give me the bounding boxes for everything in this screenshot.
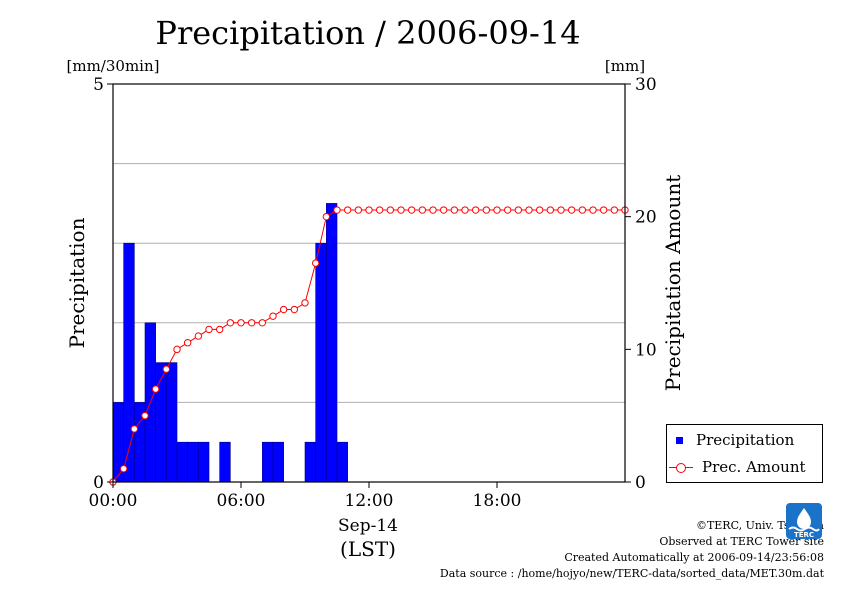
- amount-point: [375, 206, 384, 214]
- plot-frame: [112, 83, 626, 483]
- x-tick-label: 00:00: [89, 491, 138, 511]
- amount-point: [439, 206, 448, 214]
- precip-bar: [219, 441, 231, 483]
- legend-item-amount: Prec. Amount: [667, 457, 806, 477]
- amount-point: [471, 206, 480, 214]
- logo-text: TERC: [794, 531, 814, 539]
- amount-point: [279, 305, 288, 314]
- amount-point: [194, 332, 203, 340]
- right-tick-label: 10: [635, 340, 657, 360]
- amount-point: [269, 312, 277, 320]
- amount-point: [141, 411, 149, 420]
- x-axis-date: Sep-14: [338, 516, 398, 536]
- legend-label-amount: Prec. Amount: [702, 458, 806, 476]
- precip-bar: [326, 203, 338, 483]
- amount-line: [112, 209, 625, 483]
- amount-point: [578, 206, 587, 214]
- amount-point: [237, 319, 245, 327]
- amount-point: [183, 339, 192, 347]
- left-tick-label: 5: [93, 75, 104, 95]
- amount-point: [162, 365, 171, 373]
- amount-point: [599, 206, 608, 214]
- amount-point: [343, 206, 352, 214]
- precip-bar: [155, 362, 167, 483]
- amount-point: [290, 305, 299, 314]
- right-tick-label: 20: [635, 208, 657, 228]
- amount-point: [589, 206, 597, 214]
- legend-item-precipitation: Precipitation: [667, 430, 794, 450]
- amount-point: [461, 206, 469, 214]
- amount-point: [525, 206, 533, 214]
- legend-swatch-bar: [676, 436, 683, 444]
- precip-bar: [262, 441, 274, 483]
- legend-swatch-line: [669, 461, 693, 473]
- precip-bar: [272, 441, 284, 483]
- left-tick-label: 0: [93, 473, 104, 493]
- amount-point: [503, 206, 512, 214]
- amount-point: [514, 206, 523, 214]
- amount-point: [215, 325, 224, 334]
- amount-point: [429, 206, 437, 214]
- legend-label-precipitation: Precipitation: [696, 431, 795, 449]
- amount-point: [610, 206, 619, 214]
- amount-point: [567, 206, 576, 214]
- right-tick-label: 30: [635, 75, 657, 95]
- amount-point: [311, 259, 320, 267]
- amount-point: [333, 206, 341, 214]
- precip-bar: [315, 242, 327, 483]
- x-tick-label: 06:00: [217, 491, 266, 511]
- amount-point: [258, 319, 267, 327]
- left-axis-unit: [mm/30min]: [67, 57, 160, 75]
- amount-point: [226, 319, 235, 327]
- credit-source: Data source : /home/hojyo/new/TERC-data/…: [439, 567, 824, 580]
- right-tick-label: 0: [635, 473, 646, 493]
- amount-point: [247, 319, 256, 327]
- amount-point: [205, 325, 213, 334]
- precip-bar: [336, 441, 348, 483]
- credit-copyright: ©TERC, Univ. Tsukuba: [695, 519, 824, 532]
- x-axis-zone: (LST): [340, 537, 396, 561]
- amount-point: [397, 206, 405, 214]
- right-axis-unit: [mm]: [605, 57, 645, 75]
- credits: ©TERC, Univ. Tsukuba Observed at TERC To…: [440, 518, 824, 582]
- amount-point: [450, 206, 459, 214]
- amount-point: [546, 206, 555, 214]
- amount-point: [119, 465, 128, 473]
- right-axis-title: Precipitation Amount: [661, 175, 685, 392]
- precip-bar: [187, 441, 199, 483]
- credit-created: Created Automatically at 2006-09-14/23:5…: [564, 551, 824, 564]
- amount-point: [386, 206, 395, 214]
- amount-point: [354, 206, 363, 214]
- amount-point: [557, 206, 565, 214]
- amount-point: [301, 299, 309, 307]
- legend: Precipitation Prec. Amount: [666, 424, 823, 483]
- precip-bar: [304, 441, 316, 483]
- precip-bar: [176, 441, 188, 483]
- amount-point: [493, 206, 501, 214]
- amount-point: [322, 212, 331, 221]
- left-axis-title: Precipitation: [65, 217, 89, 348]
- amount-point: [151, 385, 160, 393]
- amount-point: [418, 206, 427, 214]
- amount-point: [407, 206, 416, 214]
- amount-point: [365, 206, 373, 214]
- precip-bar: [166, 362, 178, 483]
- amount-point: [173, 345, 181, 354]
- amount-point: [130, 425, 139, 433]
- x-tick-label: 12:00: [345, 491, 394, 511]
- credit-site: Observed at TERC Tower site: [659, 535, 824, 548]
- precip-bar: [123, 242, 135, 483]
- amount-point: [482, 206, 491, 214]
- chart-title: Precipitation / 2006-09-14: [155, 14, 581, 52]
- amount-point: [535, 206, 544, 214]
- terc-logo-icon: TERC: [786, 503, 822, 539]
- precip-bar: [198, 441, 210, 483]
- x-tick-label: 18:00: [473, 491, 522, 511]
